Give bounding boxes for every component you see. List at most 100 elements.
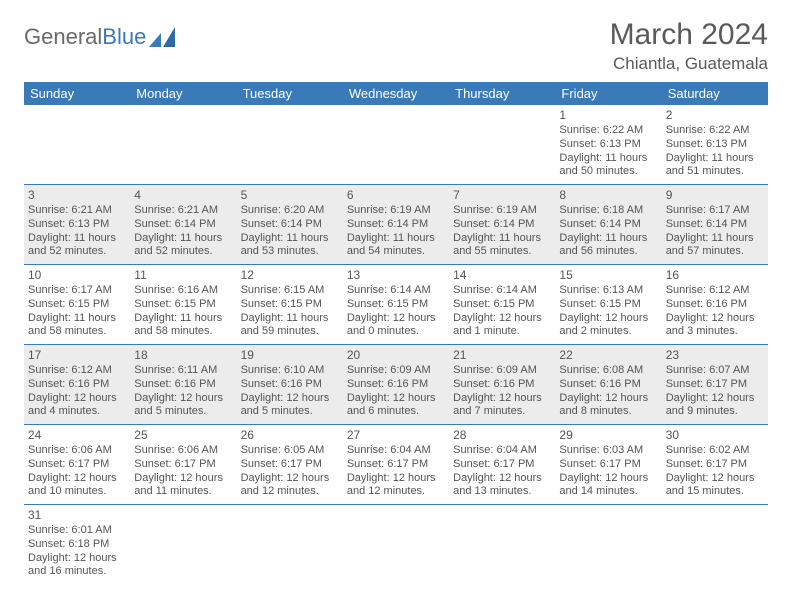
day-detail: Sunrise: 6:03 AM [559,444,657,458]
calendar-day: 21Sunrise: 6:09 AMSunset: 6:16 PMDayligh… [449,345,555,425]
day-detail: Sunset: 6:14 PM [559,218,657,232]
day-detail: Daylight: 12 hours [453,392,551,406]
day-detail: Sunset: 6:16 PM [134,378,232,392]
day-detail: Sunrise: 6:10 AM [241,364,339,378]
calendar-day: 17Sunrise: 6:12 AMSunset: 6:16 PMDayligh… [24,345,130,425]
day-detail: and 14 minutes. [559,485,657,499]
day-number: 25 [134,428,232,443]
brand-logo: GeneralBlue [24,18,175,50]
calendar-day: 14Sunrise: 6:14 AMSunset: 6:15 PMDayligh… [449,265,555,345]
day-number: 3 [28,188,126,203]
calendar-day: 30Sunrise: 6:02 AMSunset: 6:17 PMDayligh… [662,425,768,505]
day-detail: Daylight: 12 hours [453,312,551,326]
day-number: 15 [559,268,657,283]
sail-icon [149,27,175,47]
day-detail: Sunrise: 6:17 AM [666,204,764,218]
day-number: 19 [241,348,339,363]
day-detail: Sunset: 6:13 PM [666,138,764,152]
location-subtitle: Chiantla, Guatemala [610,54,768,74]
day-detail: Sunset: 6:16 PM [559,378,657,392]
day-detail: Daylight: 12 hours [28,392,126,406]
day-detail: Daylight: 11 hours [453,232,551,246]
calendar-day: 16Sunrise: 6:12 AMSunset: 6:16 PMDayligh… [662,265,768,345]
day-detail: Sunrise: 6:14 AM [347,284,445,298]
calendar-day: 27Sunrise: 6:04 AMSunset: 6:17 PMDayligh… [343,425,449,505]
day-detail: Sunset: 6:17 PM [666,458,764,472]
day-detail: Sunset: 6:16 PM [453,378,551,392]
day-detail: and 12 minutes. [241,485,339,499]
calendar-day: 8Sunrise: 6:18 AMSunset: 6:14 PMDaylight… [555,185,661,265]
calendar-day: 11Sunrise: 6:16 AMSunset: 6:15 PMDayligh… [130,265,236,345]
day-detail: and 59 minutes. [241,325,339,339]
day-number: 31 [28,508,126,523]
day-number: 7 [453,188,551,203]
calendar-empty [237,505,343,585]
calendar-day: 20Sunrise: 6:09 AMSunset: 6:16 PMDayligh… [343,345,449,425]
calendar-day: 28Sunrise: 6:04 AMSunset: 6:17 PMDayligh… [449,425,555,505]
day-header: Wednesday [343,82,449,105]
day-detail: Sunrise: 6:07 AM [666,364,764,378]
day-number: 24 [28,428,126,443]
day-detail: Sunset: 6:16 PM [28,378,126,392]
day-detail: Sunset: 6:14 PM [347,218,445,232]
day-detail: Sunrise: 6:12 AM [28,364,126,378]
day-detail: and 15 minutes. [666,485,764,499]
calendar-day: 24Sunrise: 6:06 AMSunset: 6:17 PMDayligh… [24,425,130,505]
day-detail: Sunrise: 6:16 AM [134,284,232,298]
day-header: Saturday [662,82,768,105]
day-detail: Daylight: 11 hours [666,152,764,166]
day-detail: Sunrise: 6:08 AM [559,364,657,378]
day-number: 30 [666,428,764,443]
calendar-week: 24Sunrise: 6:06 AMSunset: 6:17 PMDayligh… [24,425,768,505]
day-detail: Daylight: 11 hours [28,312,126,326]
day-detail: Daylight: 11 hours [559,232,657,246]
calendar-day: 12Sunrise: 6:15 AMSunset: 6:15 PMDayligh… [237,265,343,345]
day-number: 13 [347,268,445,283]
day-number: 28 [453,428,551,443]
day-detail: Daylight: 12 hours [559,392,657,406]
day-detail: and 16 minutes. [28,565,126,579]
calendar-empty [343,505,449,585]
day-number: 4 [134,188,232,203]
day-detail: and 6 minutes. [347,405,445,419]
day-detail: Daylight: 11 hours [559,152,657,166]
day-detail: and 1 minute. [453,325,551,339]
day-detail: and 55 minutes. [453,245,551,259]
calendar-week: 31Sunrise: 6:01 AMSunset: 6:18 PMDayligh… [24,505,768,585]
calendar-day: 5Sunrise: 6:20 AMSunset: 6:14 PMDaylight… [237,185,343,265]
day-detail: Sunset: 6:15 PM [241,298,339,312]
day-detail: Daylight: 11 hours [666,232,764,246]
day-number: 22 [559,348,657,363]
day-detail: and 56 minutes. [559,245,657,259]
day-detail: and 52 minutes. [134,245,232,259]
day-number: 17 [28,348,126,363]
day-detail: and 53 minutes. [241,245,339,259]
calendar-day: 7Sunrise: 6:19 AMSunset: 6:14 PMDaylight… [449,185,555,265]
header: GeneralBlue March 2024 Chiantla, Guatema… [24,18,768,74]
day-detail: Daylight: 11 hours [347,232,445,246]
day-number: 12 [241,268,339,283]
calendar-week: 3Sunrise: 6:21 AMSunset: 6:13 PMDaylight… [24,185,768,265]
day-number: 14 [453,268,551,283]
day-detail: and 9 minutes. [666,405,764,419]
day-header: Monday [130,82,236,105]
day-detail: and 58 minutes. [134,325,232,339]
page-title: March 2024 [610,18,768,52]
calendar-day: 6Sunrise: 6:19 AMSunset: 6:14 PMDaylight… [343,185,449,265]
day-number: 29 [559,428,657,443]
day-detail: Daylight: 12 hours [666,472,764,486]
day-detail: Sunset: 6:17 PM [559,458,657,472]
day-detail: Sunrise: 6:09 AM [347,364,445,378]
calendar-week: 17Sunrise: 6:12 AMSunset: 6:16 PMDayligh… [24,345,768,425]
day-detail: and 5 minutes. [241,405,339,419]
day-header: Tuesday [237,82,343,105]
day-detail: Sunrise: 6:21 AM [134,204,232,218]
calendar-empty [130,105,236,185]
day-number: 18 [134,348,232,363]
day-detail: Sunset: 6:14 PM [666,218,764,232]
day-detail: and 58 minutes. [28,325,126,339]
calendar-empty [449,505,555,585]
calendar-day: 4Sunrise: 6:21 AMSunset: 6:14 PMDaylight… [130,185,236,265]
day-detail: and 5 minutes. [134,405,232,419]
day-detail: Sunrise: 6:14 AM [453,284,551,298]
